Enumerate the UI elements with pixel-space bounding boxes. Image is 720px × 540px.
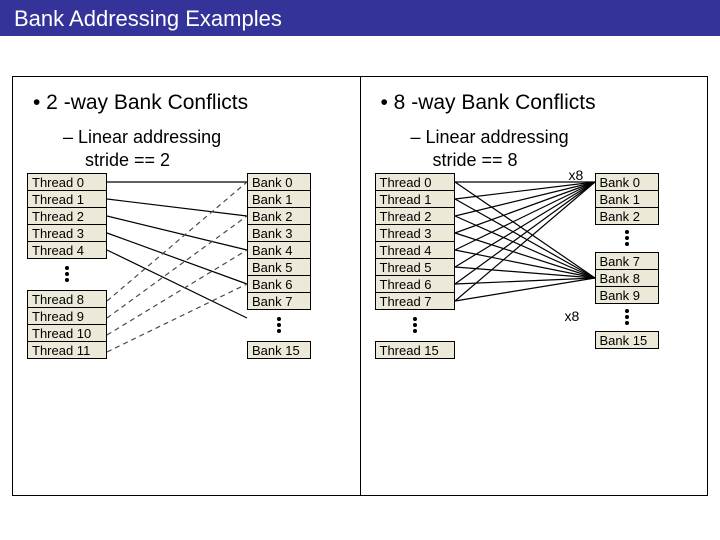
bank-box: Bank 15 (595, 331, 659, 349)
bank-box: Bank 15 (247, 341, 311, 359)
bank-box: Bank 0 (595, 173, 659, 191)
left-panel: • 2 -way Bank Conflicts – Linear address… (13, 77, 361, 495)
right-cols: Thread 0 Thread 1 Thread 2 Thread 3 Thre… (369, 173, 700, 473)
thread-box: Thread 1 (27, 190, 107, 208)
bank-box: Bank 2 (247, 207, 311, 225)
right-threads: Thread 0 Thread 1 Thread 2 Thread 3 Thre… (375, 173, 455, 473)
right-sub1: – Linear addressing (411, 127, 700, 148)
thread-box: Thread 0 (27, 173, 107, 191)
slide-header: Bank Addressing Examples (0, 0, 720, 36)
left-title: • 2 -way Bank Conflicts (33, 91, 352, 115)
left-banks: Bank 0 Bank 1 Bank 2 Bank 3 Bank 4 Bank … (247, 173, 311, 473)
thread-box: Thread 2 (375, 207, 455, 225)
header-title: Bank Addressing Examples (14, 6, 282, 31)
bank-box: Bank 9 (595, 286, 659, 304)
thread-box: Thread 8 (27, 290, 107, 308)
bank-box: Bank 6 (247, 275, 311, 293)
content-area: • 2 -way Bank Conflicts – Linear address… (0, 36, 720, 508)
content-frame: • 2 -way Bank Conflicts – Linear address… (12, 76, 708, 496)
thread-box: Thread 3 (27, 224, 107, 242)
dots-icon (27, 258, 107, 290)
left-sub1: – Linear addressing (63, 127, 352, 148)
x8-label-top: x8 (569, 167, 584, 183)
right-title: • 8 -way Bank Conflicts (381, 91, 700, 115)
dots-icon (247, 309, 311, 341)
thread-box: Thread 2 (27, 207, 107, 225)
left-cols: Thread 0 Thread 1 Thread 2 Thread 3 Thre… (21, 173, 352, 473)
bank-box: Bank 1 (247, 190, 311, 208)
bank-box: Bank 3 (247, 224, 311, 242)
right-banks: Bank 0 Bank 1 Bank 2 Bank 7 Bank 8 Bank … (595, 173, 659, 473)
bank-box: Bank 0 (247, 173, 311, 191)
thread-box: Thread 6 (375, 275, 455, 293)
dots-icon (595, 224, 659, 252)
bank-box: Bank 7 (595, 252, 659, 270)
right-panel: • 8 -way Bank Conflicts – Linear address… (361, 77, 708, 495)
right-sub2: stride == 8 (433, 150, 700, 171)
thread-box: Thread 9 (27, 307, 107, 325)
x8-label-bot: x8 (565, 308, 580, 324)
thread-box: Thread 0 (375, 173, 455, 191)
bank-box: Bank 7 (247, 292, 311, 310)
thread-box: Thread 15 (375, 341, 455, 359)
thread-box: Thread 4 (375, 241, 455, 259)
thread-box: Thread 3 (375, 224, 455, 242)
dots-icon (595, 303, 659, 331)
bank-box: Bank 8 (595, 269, 659, 287)
thread-box: Thread 7 (375, 292, 455, 310)
bank-box: Bank 5 (247, 258, 311, 276)
left-threads: Thread 0 Thread 1 Thread 2 Thread 3 Thre… (27, 173, 107, 473)
dots-icon (375, 309, 455, 341)
thread-box: Thread 11 (27, 341, 107, 359)
thread-box: Thread 1 (375, 190, 455, 208)
thread-box: Thread 5 (375, 258, 455, 276)
thread-box: Thread 4 (27, 241, 107, 259)
bank-box: Bank 1 (595, 190, 659, 208)
bank-box: Bank 4 (247, 241, 311, 259)
left-sub2: stride == 2 (85, 150, 352, 171)
thread-box: Thread 10 (27, 324, 107, 342)
bank-box: Bank 2 (595, 207, 659, 225)
